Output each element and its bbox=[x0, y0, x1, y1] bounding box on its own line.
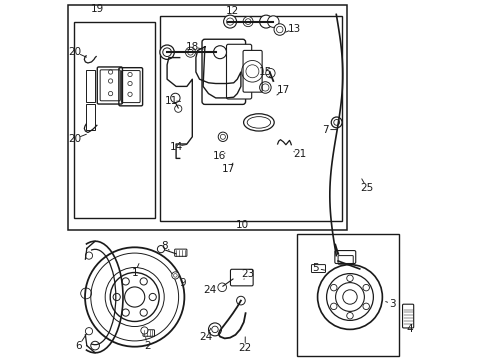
FancyBboxPatch shape bbox=[226, 44, 251, 99]
Text: 15: 15 bbox=[258, 67, 271, 77]
Text: 1: 1 bbox=[131, 267, 138, 278]
Text: 24: 24 bbox=[199, 332, 212, 342]
Circle shape bbox=[170, 93, 180, 103]
Text: 24: 24 bbox=[203, 285, 216, 295]
Text: 21: 21 bbox=[292, 149, 305, 159]
Text: 14: 14 bbox=[169, 141, 183, 152]
Text: 3: 3 bbox=[389, 299, 395, 309]
Text: 4: 4 bbox=[406, 324, 412, 334]
Text: 13: 13 bbox=[287, 24, 300, 34]
Bar bbox=[73, 22, 154, 218]
Text: 19: 19 bbox=[91, 4, 104, 14]
Text: 2: 2 bbox=[143, 341, 150, 351]
Text: 20: 20 bbox=[69, 134, 81, 144]
Circle shape bbox=[330, 117, 342, 128]
Text: 8: 8 bbox=[161, 240, 167, 251]
Circle shape bbox=[243, 17, 253, 27]
Circle shape bbox=[213, 46, 226, 59]
Text: 20: 20 bbox=[69, 47, 81, 57]
Circle shape bbox=[208, 323, 221, 336]
Circle shape bbox=[267, 16, 279, 27]
Text: 22: 22 bbox=[238, 343, 251, 353]
FancyBboxPatch shape bbox=[202, 39, 245, 104]
Text: 18: 18 bbox=[185, 42, 199, 52]
Text: 6: 6 bbox=[76, 341, 82, 351]
Text: 17: 17 bbox=[221, 164, 234, 174]
Circle shape bbox=[185, 47, 195, 57]
Circle shape bbox=[157, 246, 164, 253]
Circle shape bbox=[171, 272, 179, 279]
Circle shape bbox=[141, 327, 148, 334]
Text: 9: 9 bbox=[179, 278, 185, 288]
Circle shape bbox=[160, 45, 174, 59]
Circle shape bbox=[259, 15, 272, 28]
Circle shape bbox=[317, 265, 382, 329]
Text: 25: 25 bbox=[360, 183, 373, 193]
FancyBboxPatch shape bbox=[334, 251, 355, 264]
Text: 10: 10 bbox=[235, 220, 248, 230]
Bar bbox=[296, 234, 399, 356]
Bar bbox=[160, 16, 341, 221]
Text: 17: 17 bbox=[276, 85, 289, 95]
FancyBboxPatch shape bbox=[243, 50, 262, 92]
Circle shape bbox=[218, 132, 227, 141]
Text: 23: 23 bbox=[240, 269, 253, 279]
Text: 11: 11 bbox=[164, 96, 177, 106]
Circle shape bbox=[223, 15, 236, 28]
Circle shape bbox=[218, 283, 226, 292]
Bar bbox=[86, 70, 95, 102]
Text: 5: 5 bbox=[312, 263, 319, 273]
Text: 7: 7 bbox=[321, 125, 328, 135]
Bar bbox=[86, 104, 95, 130]
Text: 12: 12 bbox=[225, 6, 239, 16]
Text: 16: 16 bbox=[212, 150, 225, 161]
Bar bbox=[68, 5, 346, 230]
Circle shape bbox=[273, 24, 285, 35]
